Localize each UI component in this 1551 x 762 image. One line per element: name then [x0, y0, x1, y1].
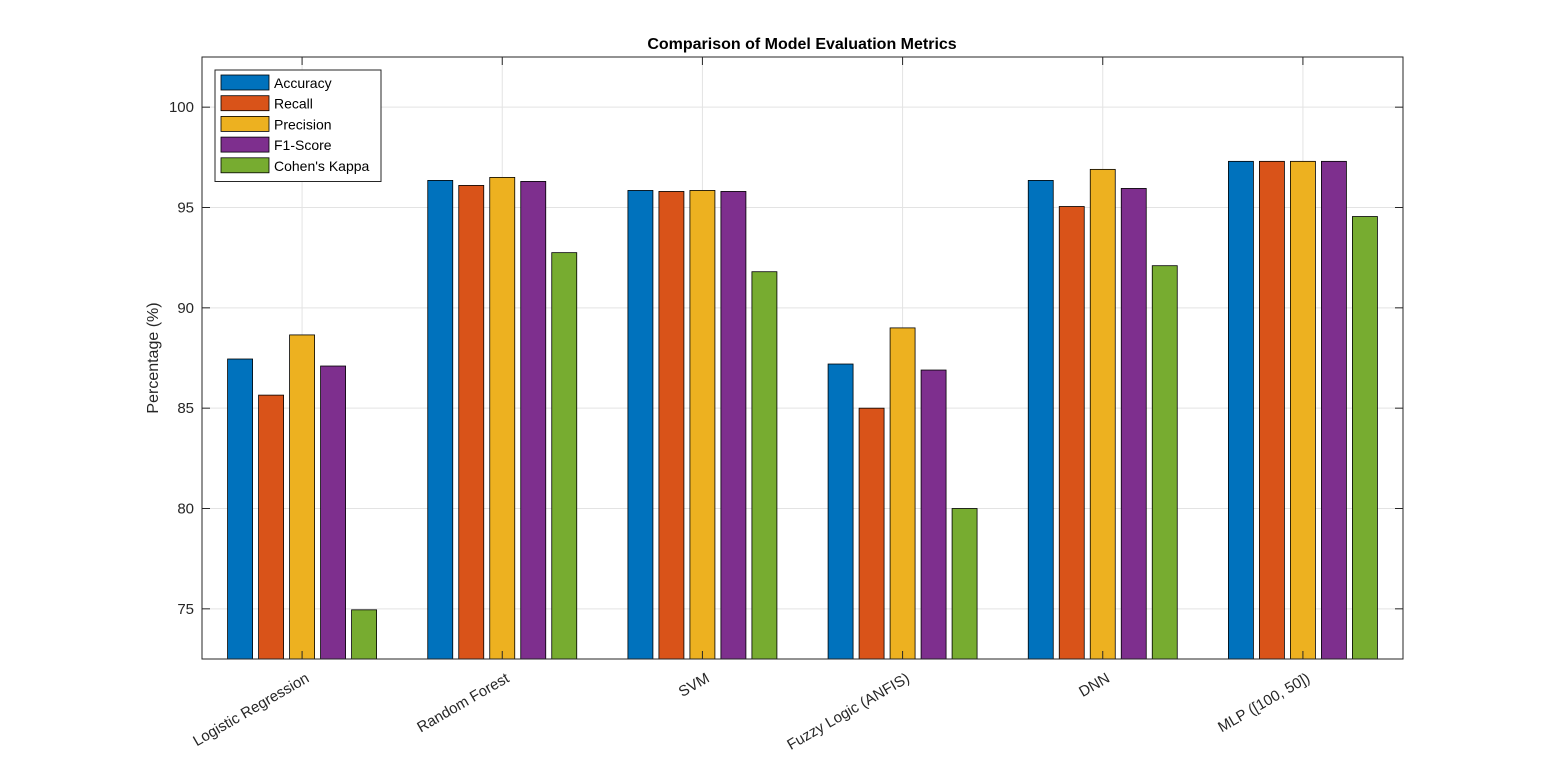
bar-f1-score-dnn: [1120, 188, 1147, 660]
bar-recall-logistic-regression: [258, 394, 284, 660]
bar-f1-score-logistic-regression: [320, 365, 346, 660]
y-axis: 75 80 85 90 95 100: [169, 99, 1403, 618]
bar-cohen-s-kappa-random-forest: [551, 252, 578, 660]
y-axis-label: Percentage (%): [145, 302, 162, 413]
plot-area: [202, 57, 1403, 659]
legend-label-precision: Precision: [274, 116, 332, 132]
legend-label-f1-score: F1-Score: [274, 137, 332, 153]
legend-label-cohen-s-kappa: Cohen's Kappa: [274, 158, 370, 174]
bar-precision-random-forest: [489, 176, 516, 660]
bars-group: [227, 160, 1378, 660]
y-tick-label: 95: [177, 200, 194, 217]
legend: Accuracy Recall Precision F1-Score Cohen's K…: [214, 69, 382, 182]
bar-recall-mlp-100-50: [1259, 160, 1285, 660]
bar-accuracy-mlp-100-50: [1228, 160, 1254, 660]
bar-recall-svm: [658, 191, 685, 660]
legend-label-recall: Recall: [274, 96, 313, 112]
legend-swatch-recall: [220, 95, 270, 112]
bar-f1-score-svm: [720, 191, 747, 660]
bar-f1-score-mlp-100-50: [1321, 160, 1347, 660]
bar-precision-fuzzy-logic-anfis: [889, 327, 916, 660]
bar-precision-svm: [689, 190, 716, 660]
bar-cohen-s-kappa-logistic-regression: [351, 609, 377, 660]
bar-recall-fuzzy-logic-anfis: [858, 407, 885, 660]
chart-title: Comparison of Model Evaluation Metrics: [647, 36, 956, 53]
bar-recall-random-forest: [458, 185, 485, 660]
plot-frame: [201, 56, 1404, 660]
bar-recall-dnn: [1058, 206, 1085, 660]
bar-precision-mlp-100-50: [1290, 160, 1316, 660]
legend-swatch-f1-score: [220, 136, 270, 153]
bar-accuracy-dnn: [1027, 180, 1054, 660]
bar-accuracy-svm: [627, 190, 654, 660]
legend-swatch-cohen-s-kappa: [220, 157, 270, 174]
y-tick-label: 85: [177, 400, 194, 417]
bar-accuracy-logistic-regression: [227, 358, 253, 660]
y-tick-label: 90: [177, 300, 194, 317]
legend-label-accuracy: Accuracy: [274, 75, 332, 91]
y-tick-label: 80: [177, 501, 194, 518]
bar-f1-score-fuzzy-logic-anfis: [920, 369, 947, 660]
bar-cohen-s-kappa-fuzzy-logic-anfis: [951, 508, 978, 660]
bar-precision-dnn: [1089, 168, 1116, 660]
legend-swatch-accuracy: [220, 74, 270, 91]
y-tick-label: 100: [169, 99, 194, 116]
legend-swatch-precision: [220, 116, 270, 132]
y-tick-label: 75: [177, 601, 194, 618]
bar-cohen-s-kappa-svm: [751, 271, 778, 660]
bar-accuracy-random-forest: [427, 180, 454, 660]
bar-cohen-s-kappa-dnn: [1151, 265, 1178, 660]
bar-f1-score-random-forest: [520, 181, 547, 660]
bar-accuracy-fuzzy-logic-anfis: [827, 363, 854, 660]
bar-cohen-s-kappa-mlp-100-50: [1352, 216, 1378, 660]
bar-precision-logistic-regression: [289, 334, 315, 660]
